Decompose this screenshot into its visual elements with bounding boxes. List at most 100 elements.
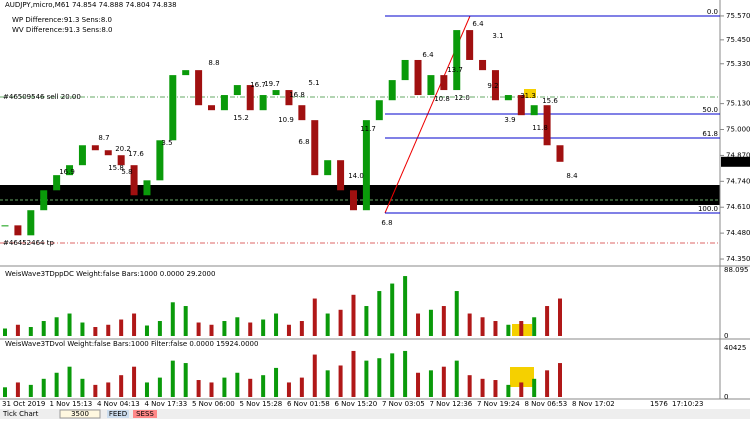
time-label: 7 Nov 03:05 [382,400,425,408]
candle [272,90,280,96]
volume-bar [119,319,124,336]
volume-bar [428,370,433,397]
volume-bar [364,360,369,397]
y-tick-label: 74.740 [726,177,750,185]
time-label: 5 Nov 06:00 [192,400,235,408]
price-tag [721,156,750,167]
volume-bar [286,324,291,336]
candle [324,160,332,176]
volume-bar [467,375,472,397]
volume-bar [261,319,266,336]
volume-bar [325,313,330,336]
volume-bar [545,306,550,336]
volume-bar [532,378,537,397]
candle [156,140,164,181]
volume-bar [532,317,537,336]
candle [91,145,99,151]
candle [530,105,538,116]
wave-label: 8.7 [98,134,109,142]
candle [66,165,74,176]
volume-bar [3,387,7,397]
volume-bar [454,360,459,397]
wave-label: 16.7 [250,81,266,89]
candle [182,70,190,76]
volume-bar [93,327,98,336]
wave-label: 6.8 [298,138,309,146]
candle [169,75,177,141]
price-tag-label: 74.838 [723,158,748,166]
volume-bar [67,366,72,397]
wave-label: 5.8 [121,168,132,176]
wave-label: 14.0 [348,172,364,180]
wave-label: 6.8 [381,219,392,227]
volume-bar [261,375,266,397]
y-tick-label: 75.450 [726,36,750,44]
time-label: 31 Oct 2019 [2,400,45,408]
status-mode[interactable]: Tick Chart [2,410,39,418]
time-label: 7 Nov 19:24 [477,400,520,408]
wave-label: 8.8 [208,59,219,67]
volume-bar [274,367,279,397]
candle [414,59,422,96]
volume-bar [157,377,162,397]
volume-bar [67,313,72,336]
volume-bar [248,322,253,336]
feed-button[interactable] [107,410,129,418]
y-tick-label: 0 [724,393,728,401]
volume-bar [41,321,46,336]
volume-bar [467,313,472,336]
candle [14,225,22,236]
volume-bar [15,324,20,336]
volume-bar [454,291,459,336]
volume-bar [441,306,446,336]
volume-bar [183,363,188,397]
volume-bar [235,317,240,336]
wave-label: 20.2 [115,145,131,153]
volume-bar [416,313,421,336]
sess-button[interactable] [133,410,157,418]
symbol-line: AUDJPY,micro,M61 74.854 74.888 74.804 74… [5,1,177,9]
wave-label: 19.7 [264,80,280,88]
y-tick-label: 88.095 [724,266,749,274]
y-tick-label: 74.870 [726,151,750,159]
volume-bar [377,291,382,336]
candle [466,30,474,60]
candle [517,95,525,116]
volume-bar [338,365,343,397]
order-label: #46452464 tp [3,239,54,247]
volume-bar [28,384,33,397]
volume-bar [325,370,330,397]
volume-bar [506,324,511,336]
y-tick-label: 74.610 [726,203,750,211]
candle [427,75,435,96]
wave-label: 8.4 [566,172,578,180]
status-feed[interactable]: FEED [109,410,127,418]
candle [220,95,228,111]
volume-bar [351,294,356,336]
time-label: 1 Nov 15:13 [50,400,93,408]
volume-bar [80,322,85,336]
indicator-line: WP Difference:91.3 Sens:8.0 [12,16,112,24]
wave-label: 10.9 [278,116,294,124]
volume-bar [480,317,485,336]
wave-label: 16.9 [59,168,75,176]
candle [104,150,112,156]
status-ticks[interactable]: 3500 [71,410,89,418]
time-label: 8 Nov 06:53 [525,400,568,408]
candle [375,100,383,121]
volume-bar [144,325,149,336]
ticks-input[interactable] [59,409,101,419]
volume-bar [170,302,175,336]
status-sess[interactable]: SESS [136,410,154,418]
y-tick-label: 75.330 [726,60,750,68]
volume-bar [222,321,227,336]
highlight [510,367,534,387]
time-label: 5 Nov 15:28 [240,400,283,408]
y-tick-label: 40425 [724,344,746,352]
volume-bar [248,378,253,397]
volume-bar [157,321,162,336]
time-label: 8 Nov 17:02 [572,400,615,408]
volume-bar [28,327,33,336]
wave-label: 15.2 [233,114,249,122]
